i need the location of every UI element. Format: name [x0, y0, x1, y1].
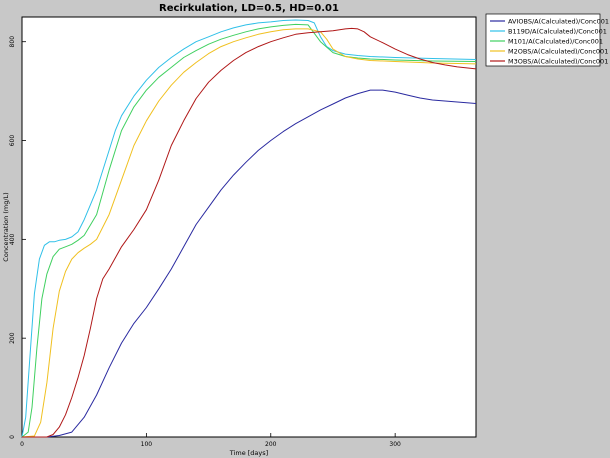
x-axis-ticks: 0 100 200 300 [20, 433, 401, 448]
chart-title: Recirkulation, LD=0.5, HD=0.01 [159, 3, 339, 14]
y-tick-label: 0 [9, 435, 16, 439]
plot-area [21, 16, 477, 438]
legend: AVIOBS/A(Calculated)/Conc001 B119D/A(Calc… [485, 13, 609, 67]
series-line-5 [22, 27, 477, 438]
x-axis-label: Time [days] [229, 449, 268, 457]
x-tick-label: 300 [389, 441, 401, 448]
series-lines [21, 19, 477, 438]
legend-entry-label: M2OBS/A(Calculated)/Conc001 [508, 47, 608, 55]
x-tick-label: 0 [20, 441, 24, 448]
y-tick-label: 600 [9, 135, 16, 147]
x-tick-label: 100 [141, 441, 153, 448]
y-tick-label: 400 [9, 233, 16, 245]
legend-box [485, 13, 601, 67]
y-axis-label: Concentration (mg/L) [2, 192, 10, 261]
x-tick-label: 200 [265, 441, 277, 448]
series-line-4 [21, 28, 477, 438]
y-tick-label: 200 [9, 332, 16, 344]
legend-entry-label: AVIOBS/A(Calculated)/Conc001 [508, 17, 609, 25]
y-tick-label: 800 [9, 36, 16, 48]
series-line-1 [22, 89, 477, 438]
legend-entry-label: B119D/A(Calculated)/Conc001 [508, 27, 607, 35]
legend-entry-label: M101/A(Calculated)/Conc001 [508, 37, 603, 45]
legend-entry-label: M3OBS/A(Calculated)/Conc001 [508, 57, 608, 65]
series-line-3 [21, 23, 477, 438]
